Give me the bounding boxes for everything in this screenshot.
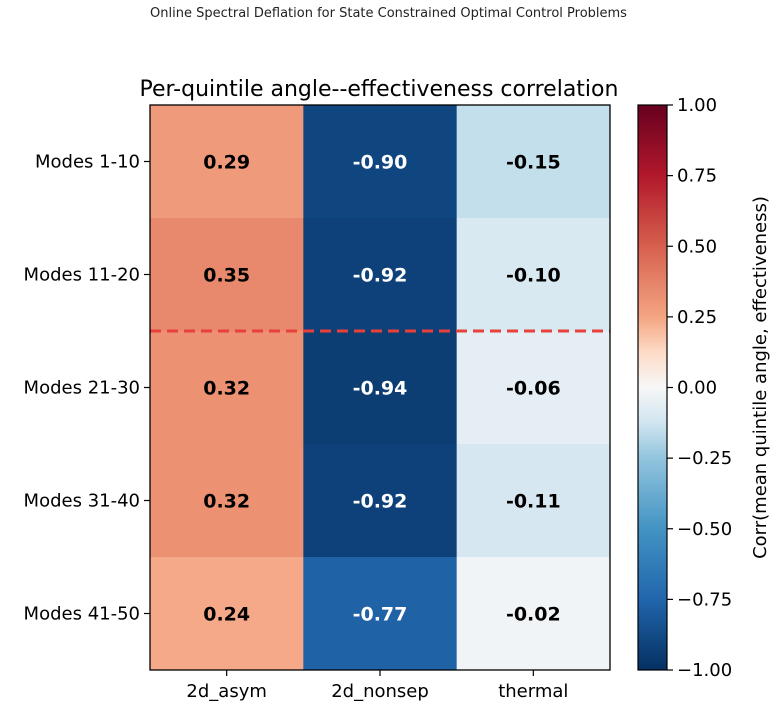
heatmap-cell [150, 331, 304, 445]
page-header: Online Spectral Deflation for State Cons… [150, 6, 627, 21]
cell-value-label: -0.77 [353, 604, 408, 626]
cell-value-label: -0.06 [506, 378, 561, 400]
colorbar [637, 104, 668, 671]
cell-value-label: -0.92 [353, 491, 408, 513]
cell-value-label: -0.10 [506, 265, 561, 287]
cell-value-label: 0.32 [203, 491, 250, 513]
column-tick-label: 2d_nonsep [331, 681, 429, 702]
cell-value-label: 0.29 [203, 152, 250, 174]
row-tick-label: Modes 1-10 [35, 152, 140, 173]
row-tick-label: Modes 31-40 [24, 491, 140, 512]
column-tick-label: thermal [498, 681, 568, 702]
heatmap-cells [150, 105, 611, 671]
cell-value-label: 0.24 [203, 604, 250, 626]
column-tick-label: 2d_asym [186, 681, 266, 702]
colorbar-tick-label: −0.25 [677, 448, 732, 469]
cell-value-label: -0.94 [353, 378, 408, 400]
heatmap-cell [456, 218, 611, 332]
heatmap-cell [456, 331, 611, 445]
colorbar-tick-label: 0.75 [677, 166, 717, 187]
cell-value-label: -0.02 [506, 604, 561, 626]
heatmap-cell [150, 444, 304, 558]
heatmap-cell [150, 557, 304, 671]
heatmap-cell [150, 105, 304, 219]
row-tick-label: Modes 41-50 [24, 604, 140, 625]
heatmap-cell [456, 444, 611, 558]
heatmap-cell [456, 557, 611, 671]
heatmap-cell [303, 557, 458, 671]
heatmap-cell [456, 105, 611, 219]
chart-title: Per-quintile angle--effectiveness correl… [140, 77, 619, 102]
row-tick-label: Modes 11-20 [24, 265, 140, 286]
colorbar-ticks: 1.00 0.75 0.50 0.25 0.00 −0.25 −0.50 −0.75 −1.00 [667, 95, 732, 681]
colorbar-label: Corr(mean quintile angle, effectiveness) [750, 196, 771, 559]
colorbar-tick-label: −0.75 [677, 589, 732, 610]
colorbar-tick-label: 0.00 [677, 378, 717, 399]
cell-value-label: -0.90 [353, 152, 408, 174]
column-tick-labels: 2d_asym 2d_nonsep thermal [186, 670, 568, 702]
colorbar-tick-label: 0.25 [677, 307, 717, 328]
heatmap-cell [303, 105, 458, 219]
colorbar-tick-label: −1.00 [677, 660, 732, 681]
heatmap-cell [150, 218, 304, 332]
row-tick-label: Modes 21-30 [24, 378, 140, 399]
heatmap-cell [303, 331, 458, 445]
heatmap-cell [303, 444, 458, 558]
cell-value-label: -0.11 [506, 491, 561, 513]
cell-value-label: 0.35 [203, 265, 250, 287]
cell-value-labels: 0.29 -0.90 -0.15 0.35 -0.92 -0.10 0.32 -0.94 -0.… [203, 152, 560, 626]
cell-value-label: -0.15 [506, 152, 561, 174]
colorbar-tick-label: −0.50 [677, 519, 732, 540]
colorbar-tick-label: 0.50 [677, 236, 717, 257]
row-tick-labels: Modes 1-10 Modes 11-20 Modes 21-30 Modes 31… [24, 152, 150, 625]
heatmap-cell [303, 218, 458, 332]
colorbar-tick-label: 1.00 [677, 95, 717, 116]
cell-value-label: 0.32 [203, 378, 250, 400]
cell-value-label: -0.92 [353, 265, 408, 287]
